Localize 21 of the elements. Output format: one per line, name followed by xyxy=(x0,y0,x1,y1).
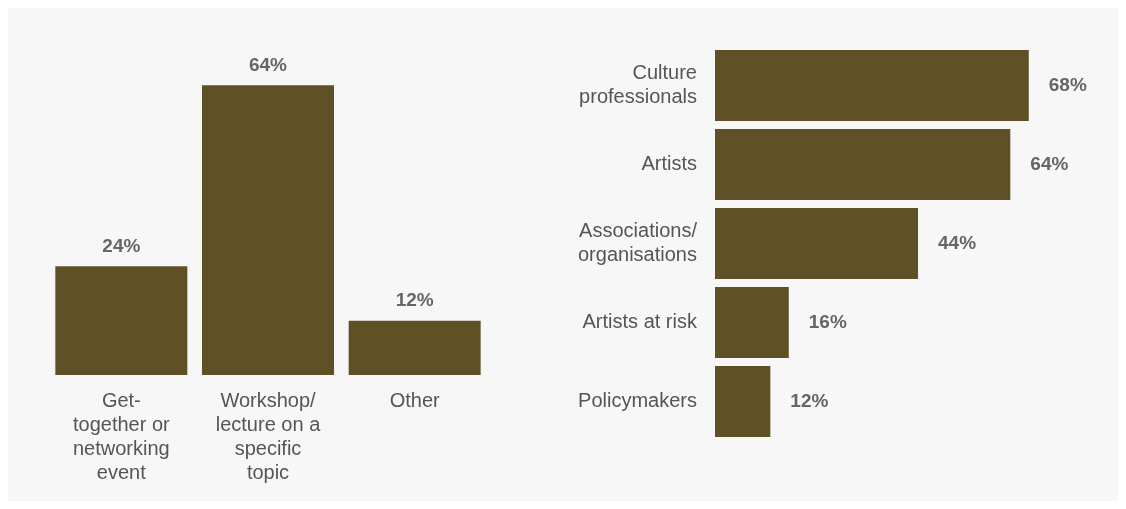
bar xyxy=(714,286,789,359)
data-label: 12% xyxy=(395,289,434,311)
data-label: 68% xyxy=(1048,73,1087,95)
data-label: 16% xyxy=(808,310,847,332)
data-label: 12% xyxy=(790,389,829,411)
bar xyxy=(714,128,1011,201)
data-label: 24% xyxy=(102,235,141,257)
x-tick-label: Workshop/lecture on a specific topic xyxy=(215,388,322,483)
data-label: 64% xyxy=(1030,152,1069,174)
bar xyxy=(714,207,919,280)
x-tick-label: Other xyxy=(389,388,441,411)
y-tick-label: Artists xyxy=(641,152,697,175)
bar xyxy=(714,49,1029,122)
y-tick-label: Artists at risk xyxy=(582,310,698,333)
data-label: 44% xyxy=(938,231,977,253)
y-tick-label: Culture professionals xyxy=(579,61,697,108)
data-label: 64% xyxy=(248,53,288,75)
y-tick-label: Associations/organisations xyxy=(578,219,698,266)
y-tick-label: Policymakers xyxy=(578,389,697,412)
bar xyxy=(714,365,771,438)
x-tick-label: Get-together or networking event xyxy=(72,388,171,483)
